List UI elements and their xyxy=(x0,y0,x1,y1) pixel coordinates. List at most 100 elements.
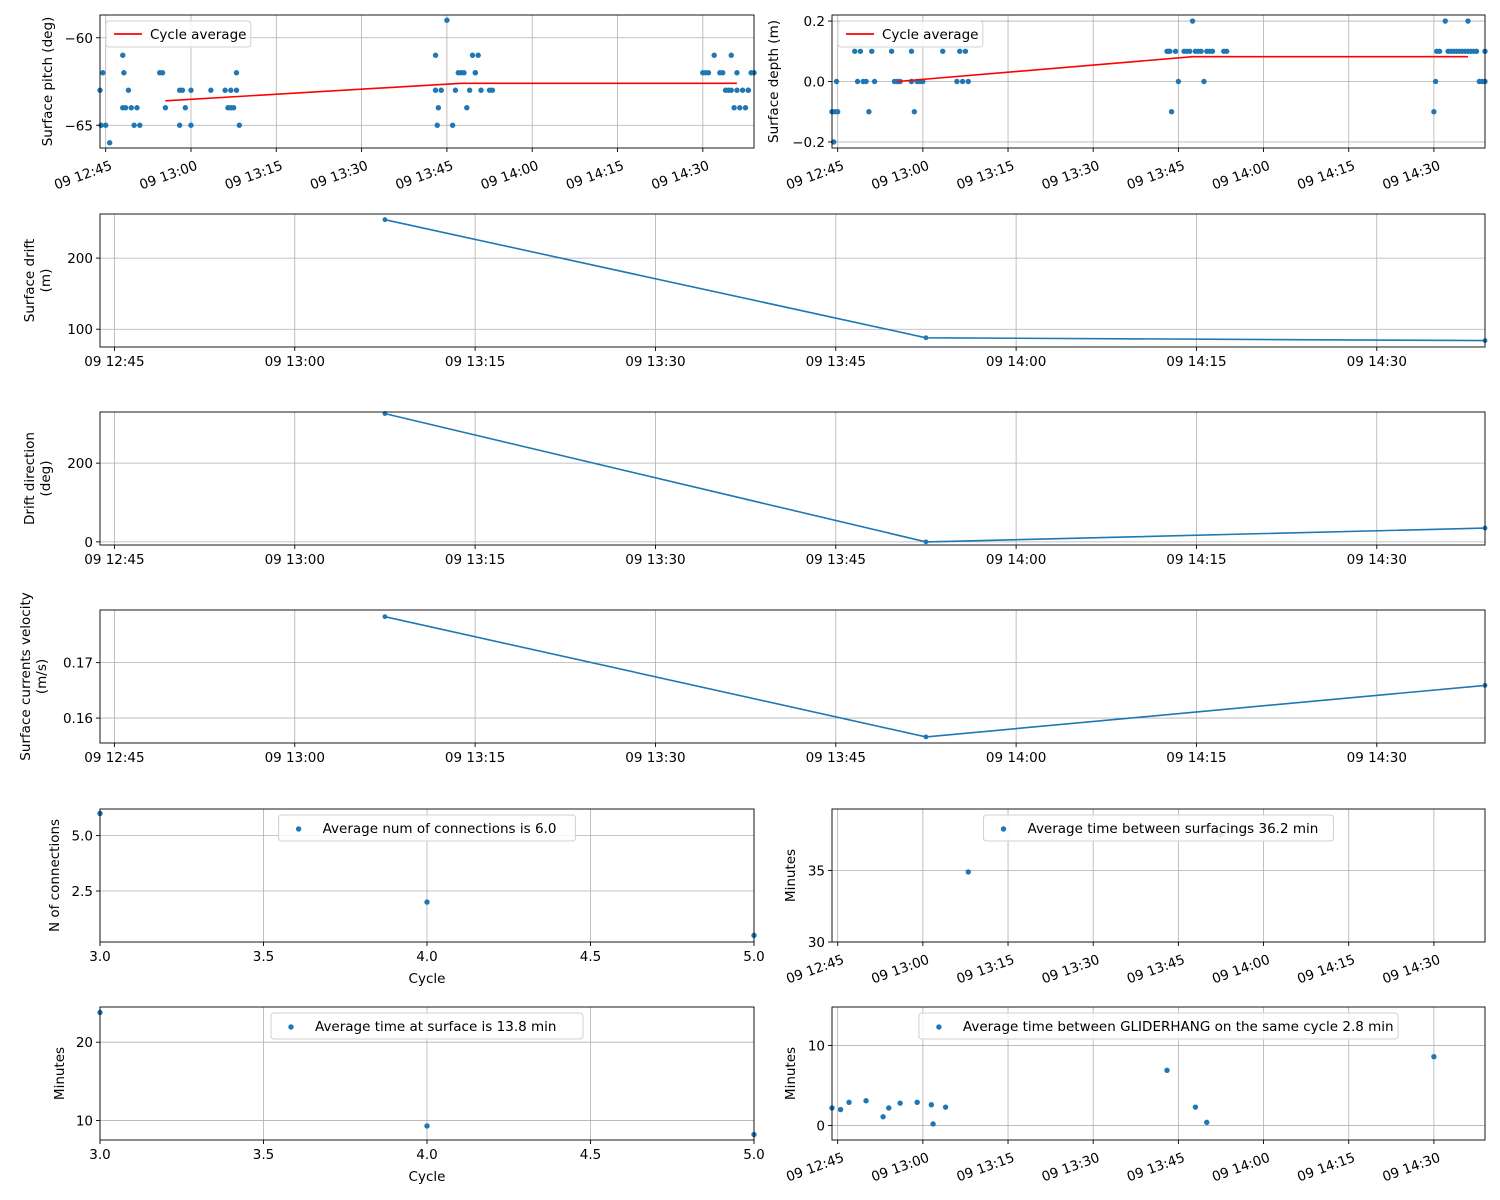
x-tick-label: 3.5 xyxy=(253,949,274,965)
x-tick-label: 09 14:15 xyxy=(564,158,626,194)
data-point xyxy=(162,105,169,111)
data-point xyxy=(1431,1053,1437,1060)
chart-pitch: 09 12:45 09 13:00 09 13:15 09 13:30 09 13:45… xyxy=(40,14,757,194)
data-point xyxy=(176,122,183,128)
data-point xyxy=(739,87,746,93)
data-point xyxy=(1168,109,1175,115)
data-point xyxy=(886,1105,892,1111)
x-tick-label: 09 14:00 xyxy=(986,552,1046,568)
axes-frame xyxy=(99,411,1486,546)
x-tick-label: 09 12:45 xyxy=(84,354,144,370)
x-tick-label: 09 13:45 xyxy=(1125,158,1187,194)
x-tick-label: 09 14:00 xyxy=(986,354,1046,370)
x-tick-label: 09 13:00 xyxy=(869,1150,931,1186)
x-tick-label: 09 14:15 xyxy=(1166,750,1226,766)
data-point xyxy=(131,122,137,128)
x-tick-label: 09 13:30 xyxy=(1040,158,1102,194)
data-point xyxy=(833,78,840,85)
x-tick-label: 09 12:45 xyxy=(84,552,144,568)
legend-box xyxy=(837,20,984,48)
chart-time_at_surface: 3.0 3.5 4.0 4.5 5.0 10 20 Cycle Minutes Average t… xyxy=(52,1006,765,1185)
data-point xyxy=(475,52,481,58)
data-point xyxy=(1436,48,1443,54)
x-tick-label: 09 13:15 xyxy=(445,750,505,766)
data-point xyxy=(434,122,440,128)
x-tick-label: 09 13:30 xyxy=(625,552,685,568)
y-tick-label: 5.0 xyxy=(72,829,93,845)
x-tick-label: 09 13:30 xyxy=(1040,1150,1102,1186)
data-point xyxy=(106,140,113,146)
chart-drift: 09 12:45 09 13:00 09 13:15 09 13:30 09 13:45… xyxy=(22,213,1488,370)
x-tick-label: 09 12:45 xyxy=(52,158,114,194)
chart-depth: 09 12:45 09 13:00 09 13:15 09 13:30 09 13:45… xyxy=(766,14,1488,193)
axes-frame xyxy=(99,213,1486,348)
data-point xyxy=(188,87,194,93)
x-tick-label: 09 13:15 xyxy=(954,952,1016,988)
y-tick-label: −0.2 xyxy=(792,135,825,151)
y-axis-label: Minutes xyxy=(52,1047,68,1100)
x-tick-label: 09 13:30 xyxy=(625,354,685,370)
x-tick-label: 09 13:30 xyxy=(625,750,685,766)
x-tick-label: 09 13:00 xyxy=(869,158,931,194)
x-tick-label: 4.0 xyxy=(416,949,437,965)
x-tick-label: 09 14:30 xyxy=(1347,750,1407,766)
data-point xyxy=(834,109,841,115)
data-point xyxy=(1431,109,1437,115)
data-point xyxy=(954,78,960,85)
data-point xyxy=(438,87,444,93)
x-tick-label: 4.5 xyxy=(580,1147,601,1163)
data-point xyxy=(233,87,240,93)
data-point xyxy=(1209,48,1216,54)
legend-box xyxy=(918,1012,1399,1040)
x-tick-label: 09 13:00 xyxy=(265,354,325,370)
data-point xyxy=(705,70,712,76)
y-tick-label: −60 xyxy=(65,31,94,47)
y-tick-label: 200 xyxy=(67,251,93,267)
series-line xyxy=(384,615,1486,738)
data-point xyxy=(464,105,470,111)
legend-marker-swatch xyxy=(1000,826,1007,832)
data-point xyxy=(1465,18,1471,24)
x-tick-label: 5.0 xyxy=(743,1147,764,1163)
x-tick-label: 09 13:45 xyxy=(806,750,866,766)
x-tick-label: 09 13:15 xyxy=(223,158,285,194)
data-point xyxy=(965,869,971,875)
legend: Average time between surfacings 36.2 min xyxy=(983,814,1334,842)
data-point xyxy=(869,48,875,54)
x-tick-label: 09 13:45 xyxy=(1125,1150,1187,1186)
data-point xyxy=(1432,78,1439,85)
data-point xyxy=(908,48,915,54)
data-point xyxy=(208,87,214,93)
x-tick-label: 09 14:00 xyxy=(1210,158,1272,194)
data-point xyxy=(228,87,234,93)
data-point xyxy=(1204,1119,1210,1126)
legend-label: Average time between surfacings 36.2 min xyxy=(1028,821,1319,837)
x-tick-label: 09 12:45 xyxy=(784,158,846,194)
x-axis-label: Cycle xyxy=(409,1169,446,1185)
series-line xyxy=(384,412,1486,543)
data-point xyxy=(452,87,459,93)
data-point xyxy=(182,105,189,111)
x-tick-label: 09 14:00 xyxy=(986,750,1046,766)
data-point xyxy=(128,105,134,111)
data-point xyxy=(914,1099,920,1106)
x-tick-label: 09 13:15 xyxy=(445,552,505,568)
data-point xyxy=(230,105,237,111)
series-line-cycle-average xyxy=(897,55,1468,83)
legend-box xyxy=(983,814,1334,842)
data-point xyxy=(923,335,929,341)
data-point xyxy=(432,87,439,93)
x-tick-label: 09 14:15 xyxy=(1166,552,1226,568)
x-tick-label: 09 13:30 xyxy=(1040,952,1102,988)
data-point xyxy=(857,48,864,54)
x-tick-label: 09 14:30 xyxy=(1347,552,1407,568)
data-point xyxy=(745,87,752,93)
x-tick-label: 09 14:30 xyxy=(1380,158,1442,194)
data-point xyxy=(102,122,109,128)
data-point xyxy=(965,78,971,85)
x-tick-label: 09 13:45 xyxy=(806,552,866,568)
x-tick-label: 09 12:45 xyxy=(84,750,144,766)
x-tick-label: 09 13:15 xyxy=(445,354,505,370)
chart-gliderhang: 09 12:45 09 13:00 09 13:15 09 13:30 09 13:45… xyxy=(783,1006,1486,1186)
data-point xyxy=(125,87,132,93)
